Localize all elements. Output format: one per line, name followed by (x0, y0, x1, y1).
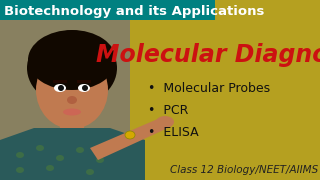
Ellipse shape (86, 169, 94, 175)
Bar (0, 0, 215, 20)
Text: •  ELISA: • ELISA (148, 125, 199, 138)
Text: •  PCR: • PCR (148, 103, 188, 116)
Ellipse shape (54, 84, 66, 92)
Ellipse shape (82, 85, 88, 91)
Ellipse shape (78, 84, 90, 92)
Bar (53, 80, 67, 83)
Text: •  Molecular Probes: • Molecular Probes (148, 82, 270, 94)
Ellipse shape (36, 51, 108, 129)
Text: Class 12 Biology/NEET/AIIMS: Class 12 Biology/NEET/AIIMS (170, 165, 318, 175)
Text: Molecular Diagnosis: Molecular Diagnosis (96, 43, 320, 67)
Ellipse shape (46, 165, 54, 171)
Ellipse shape (67, 96, 77, 104)
Ellipse shape (28, 30, 116, 90)
Polygon shape (0, 128, 145, 180)
Ellipse shape (58, 85, 64, 91)
Ellipse shape (27, 30, 117, 105)
Bar (60, 122, 84, 142)
Ellipse shape (156, 116, 174, 128)
Polygon shape (90, 118, 168, 160)
Ellipse shape (76, 147, 84, 153)
Bar (77, 80, 91, 83)
Text: Biotechnology and its Applications: Biotechnology and its Applications (4, 4, 264, 17)
Ellipse shape (36, 145, 44, 151)
Bar (0, 20, 130, 180)
Ellipse shape (96, 157, 104, 163)
Ellipse shape (56, 155, 64, 161)
Ellipse shape (16, 152, 24, 158)
Ellipse shape (125, 131, 135, 139)
Ellipse shape (16, 167, 24, 173)
Ellipse shape (63, 109, 81, 116)
